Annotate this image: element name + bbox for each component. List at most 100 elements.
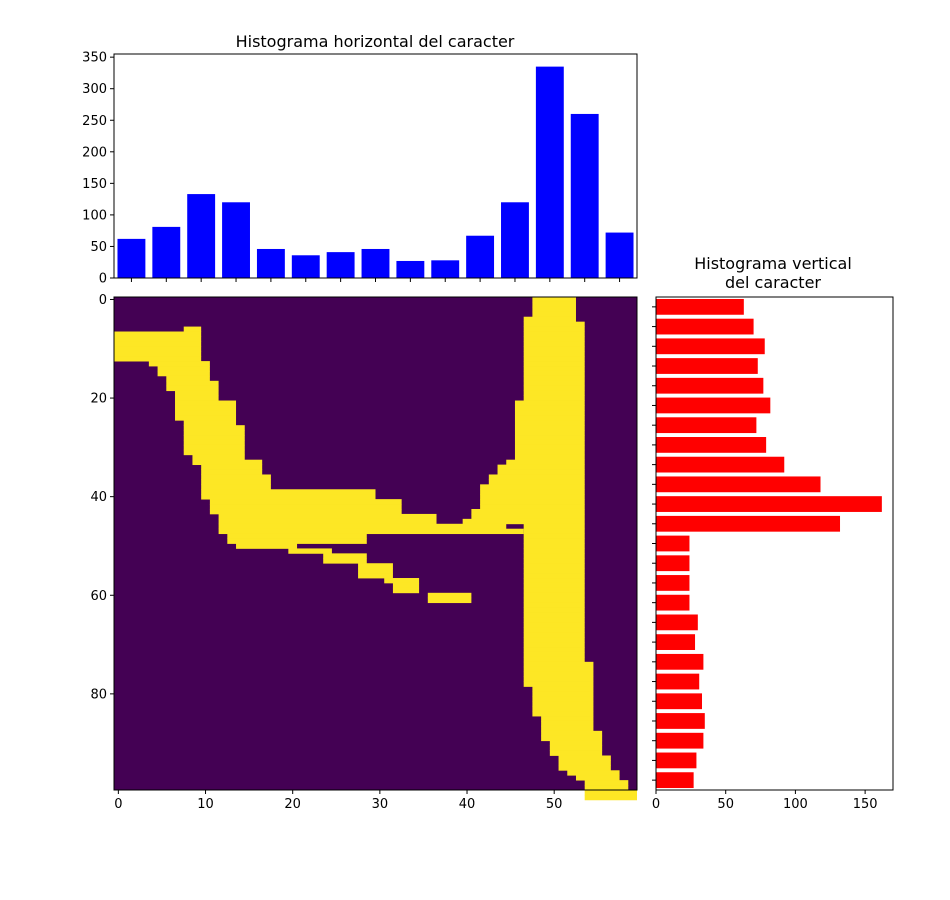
character-image-pixel-run	[523, 637, 585, 643]
vertical-histogram-bar	[656, 713, 705, 729]
vertical-histogram-bar	[656, 575, 690, 591]
character-image-panel: 0 10 20 30 40 50 0 20 40 60 80	[90, 293, 638, 812]
vertical-histogram-x-ticks: 0 50 100 150	[652, 790, 878, 812]
character-image-pixel-run	[523, 671, 594, 678]
character-image-pixel-run	[166, 375, 210, 382]
character-image-pixel-run	[541, 716, 594, 722]
character-image-pixel-run	[514, 425, 585, 431]
horizontal-histogram-bar	[361, 248, 390, 278]
character-image-pixel-run	[514, 435, 585, 441]
character-image-pixel-run	[323, 553, 367, 559]
vertical-histogram-bar	[656, 535, 690, 552]
character-image-pixel-run	[532, 301, 576, 308]
vertical-histogram-bar	[656, 437, 767, 453]
horizontal-histogram-bar	[152, 226, 181, 278]
character-image-pixel-run	[175, 415, 237, 421]
character-image-pixel-run	[523, 543, 585, 549]
horizontal-histogram-y-tick-label: 300	[82, 82, 107, 97]
vertical-histogram-bar	[656, 772, 694, 789]
character-image-pixel-run	[514, 449, 585, 456]
horizontal-histogram-bar	[291, 255, 320, 278]
character-image-pixel-run	[523, 592, 585, 599]
character-image-pixel-run	[218, 523, 507, 530]
character-image-pixel-run	[358, 568, 393, 574]
character-image-pixel-run	[523, 351, 585, 357]
character-image-pixel-run	[175, 390, 219, 396]
horizontal-histogram-bar	[256, 248, 285, 278]
character-image-pixel-run	[175, 400, 237, 406]
horizontal-histogram-y-tick-label: 150	[82, 177, 107, 192]
character-image-pixel-run	[523, 538, 585, 544]
character-image-pixel-run	[114, 351, 202, 357]
character-image-pixel-run	[175, 395, 219, 401]
character-image-pixel-run	[183, 449, 245, 456]
vertical-histogram-bar	[656, 476, 821, 493]
horizontal-histogram-y-tick-label: 200	[82, 145, 107, 160]
character-image-pixel-run	[523, 385, 585, 392]
vertical-histogram-bar	[656, 614, 698, 631]
character-image-pixel-run	[541, 730, 603, 737]
character-image-pixel-run	[523, 656, 585, 663]
horizontal-histogram-y-tick-label: 100	[82, 208, 107, 223]
character-image-pixel-run	[523, 612, 585, 618]
character-image-pixel-run	[514, 444, 585, 451]
character-image-pixel-run	[514, 439, 585, 446]
vertical-histogram-panel: Histograma vertical del caracter 0 50 100 15…	[652, 254, 894, 812]
character-image-x-tick-label: 0	[114, 797, 122, 812]
character-image-pixel-run	[514, 454, 585, 461]
character-image-pixel-run	[532, 711, 594, 717]
character-image-pixel-run	[183, 444, 245, 451]
character-image-pixel-run	[523, 647, 585, 653]
character-image-pixel-run	[558, 755, 611, 761]
character-image-pixel-run	[523, 642, 585, 648]
character-image-pixel-run	[532, 297, 576, 303]
vertical-histogram-frame	[655, 296, 894, 791]
horizontal-histogram-y-tick-label: 0	[99, 272, 107, 287]
character-image-pixel-run	[227, 533, 367, 539]
character-image-pixel-run	[201, 474, 271, 480]
character-image-pixel-run	[523, 602, 585, 608]
character-image-pixel-run	[523, 597, 585, 604]
character-image-pixel-run	[532, 686, 594, 692]
character-image-pixel-run	[218, 518, 437, 525]
character-image-pixel-run	[523, 568, 585, 574]
vertical-histogram-bar	[656, 298, 744, 315]
vertical-histogram-title-line: del caracter	[725, 273, 821, 292]
character-image-x-ticks: 0 10 20 30 40 50	[114, 790, 562, 812]
character-image-pixel-run	[523, 607, 585, 613]
vertical-histogram-bars	[656, 298, 882, 789]
vertical-histogram-y-ticks	[652, 306, 656, 781]
character-image-pixel-run	[148, 361, 210, 367]
character-image-pixel-run	[114, 341, 202, 347]
horizontal-histogram-frame	[113, 53, 638, 279]
character-image-pixel-run	[532, 701, 594, 707]
character-image-pixel-run	[523, 558, 585, 564]
character-image-y-ticks: 0 20 40 60 80	[90, 293, 114, 702]
character-image-pixel-run	[157, 370, 210, 377]
character-image-pixel-run	[523, 587, 585, 594]
horizontal-histogram-y-ticks: 0 50 100 150 200 250 300 350	[82, 51, 114, 287]
character-image-pixel-run	[532, 691, 594, 697]
horizontal-histogram-bar	[535, 66, 564, 278]
character-image-y-tick-label: 80	[90, 687, 107, 702]
character-image-x-tick-label: 50	[546, 797, 563, 812]
character-image-pixel-run	[523, 356, 585, 362]
character-image-pixel-run	[183, 439, 245, 446]
character-image-pixel-run	[523, 573, 585, 579]
character-image-pixel-run	[514, 405, 585, 411]
character-image-pixel-run	[541, 725, 594, 732]
character-image-pixel-run	[497, 469, 585, 475]
character-image-pixel-run	[549, 750, 603, 756]
horizontal-histogram-y-tick-label: 50	[90, 240, 107, 255]
vertical-histogram-bar	[656, 456, 785, 473]
character-image-pixel-run	[523, 666, 594, 673]
character-image-x-tick-label: 10	[197, 797, 214, 812]
character-image-pixel-run	[114, 336, 202, 342]
character-image-pixel-run	[201, 494, 376, 500]
character-image-y-tick-label: 0	[99, 293, 107, 308]
character-image-pixel-run	[514, 415, 585, 421]
vertical-histogram-x-tick-label: 100	[783, 797, 808, 812]
character-image-pixel-run	[218, 528, 524, 535]
character-image-pixel-run	[523, 528, 585, 535]
character-image-pixel-run	[584, 785, 629, 791]
